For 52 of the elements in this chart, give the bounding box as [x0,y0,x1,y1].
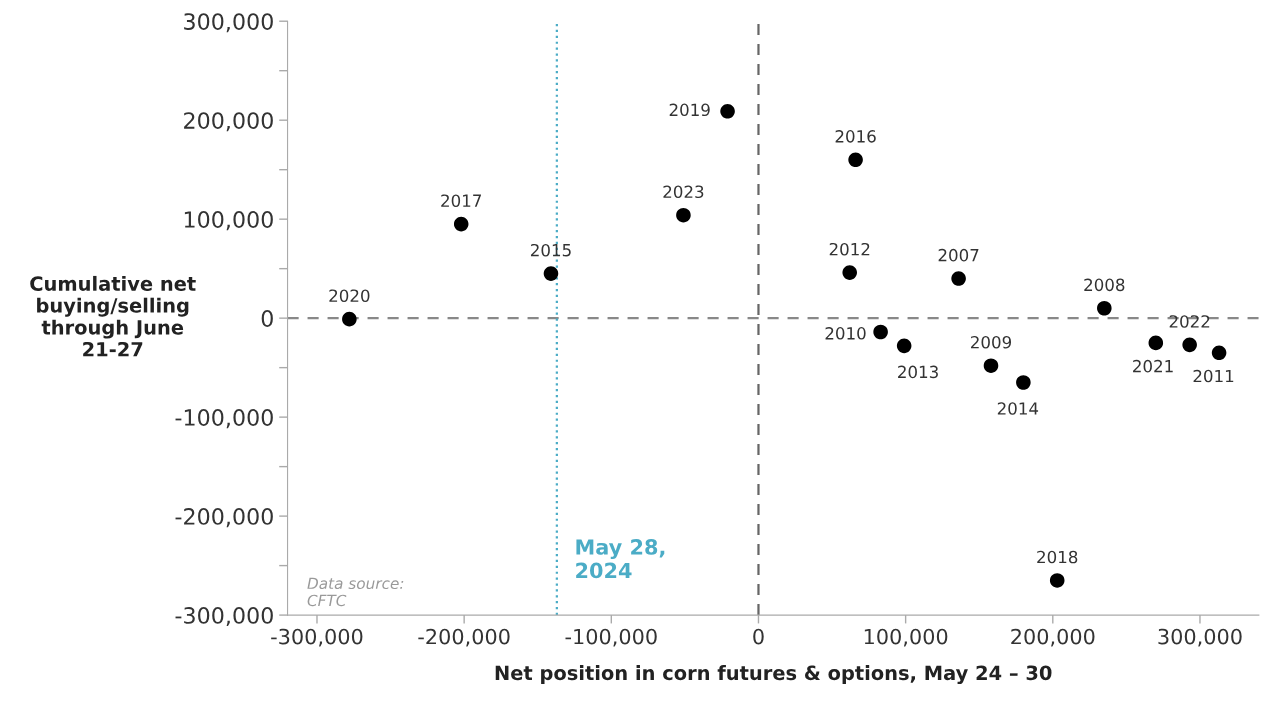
annotation: 2014 [997,402,1039,415]
x-axis-title: Net position in corn futures & options, May 24 – 30 [495,665,1052,685]
point [842,265,857,280]
x-tick-label: -200,000 [418,628,510,647]
point [1211,345,1227,361]
x-tick-label: 300,000 [1158,628,1242,647]
y-tick-label: -200,000 [175,508,273,528]
y-axis-title: Cumulative net buying/selling through June 21-27 [30,275,196,357]
x-tick-label: 0 [753,628,764,645]
annotation: 2009 [971,335,1012,349]
point [1049,573,1065,588]
annotation: Data source: CFTC [307,577,404,607]
point [1097,300,1112,316]
point [1016,375,1031,390]
point [896,338,912,354]
annotation: 2011 [1193,369,1234,383]
annotation: 2010 [825,327,866,340]
annotation: 2018 [1037,550,1078,564]
x-tick-label: -300,000 [271,628,363,647]
annotation: 2012 [829,242,870,256]
annotation: 2015 [530,243,571,257]
y-tick-label: 300,000 [184,13,273,33]
point [848,152,863,168]
point [873,324,888,340]
point [342,311,357,327]
annotation: 2013 [898,365,938,379]
y-tick-label: 0 [261,310,273,327]
annotation: 2022 [1169,315,1210,328]
point [951,271,966,286]
annotation: 2016 [835,130,876,143]
y-tick-label: -100,000 [175,409,273,429]
x-tick-label: 100,000 [864,628,948,647]
ref-line-label: May 28, 2024 [576,539,665,579]
annotation: 2007 [938,248,979,262]
annotation: 2021 [1133,359,1173,373]
annotation: 2023 [663,185,704,199]
x-tick-label: 200,000 [1011,628,1095,647]
annotation: 2020 [329,289,370,303]
point [676,207,691,223]
point [453,216,469,232]
y-tick-label: 200,000 [184,112,273,132]
y-tick-label: -300,000 [175,607,273,627]
x-tick-label: -100,000 [565,628,657,647]
y-tick-label: 100,000 [184,211,273,231]
point [1148,335,1164,351]
point [543,266,559,281]
point [983,358,999,373]
point [1182,337,1197,353]
point [720,104,735,119]
annotation: 2017 [441,194,481,207]
annotation: 2008 [1084,278,1125,292]
annotation: 2019 [669,103,710,117]
